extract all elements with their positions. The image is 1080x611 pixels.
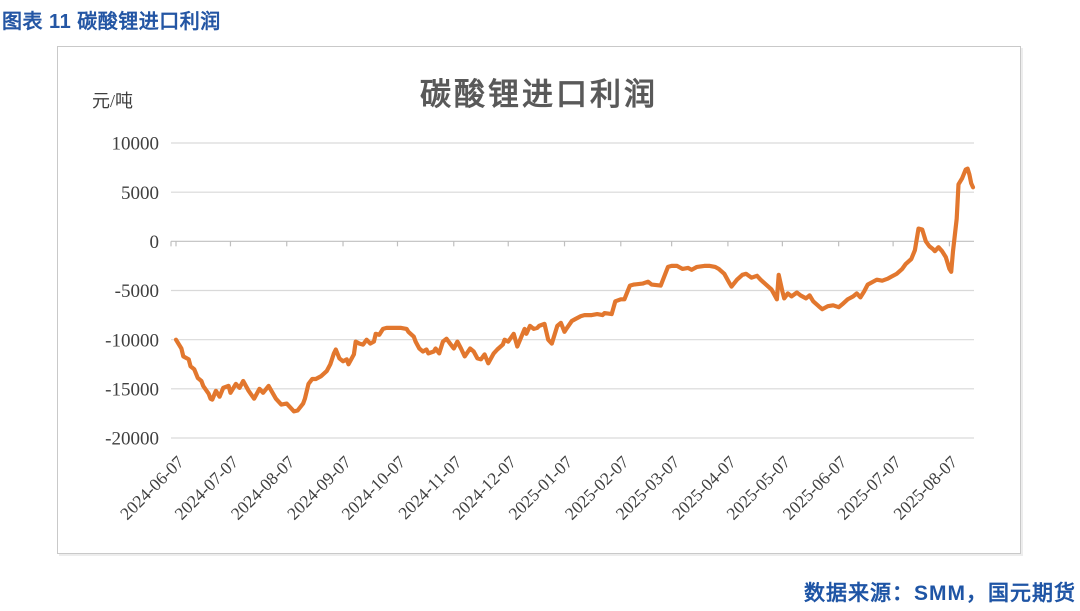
profit-line-chart: 10000 5000 0 -5000 -10000 -15000 -200002024-06… <box>105 134 976 524</box>
y-axis-unit-label: 元/吨 <box>92 91 134 111</box>
svg-text:-15000: -15000 <box>105 379 159 400</box>
gridlines <box>171 142 974 439</box>
figure-caption: 图表 11 碳酸锂进口利润 <box>2 11 221 33</box>
x-axis-ticks <box>170 241 950 247</box>
chart-title: 碳酸锂进口利润 <box>420 77 658 112</box>
svg-text:5000: 5000 <box>121 183 159 204</box>
svg-text:-10000: -10000 <box>105 330 159 351</box>
series-line <box>173 166 976 414</box>
svg-text:-20000: -20000 <box>105 429 159 450</box>
chart-panel: 碳酸锂进口利润 元/吨 10000 5000 0 -5000 -10000 -15000 -… <box>57 46 1021 554</box>
x-axis-labels: 2024-06-072024-07-072024-08-072024-09-07… <box>116 452 961 524</box>
svg-text:10000: 10000 <box>112 134 160 155</box>
data-source-note: 数据来源：SMM，国元期货 <box>804 582 1076 605</box>
svg-text:-5000: -5000 <box>115 281 159 302</box>
y-axis-labels: 10000 5000 0 -5000 -10000 -15000 -20000 <box>105 134 159 450</box>
svg-text:0: 0 <box>150 232 160 253</box>
